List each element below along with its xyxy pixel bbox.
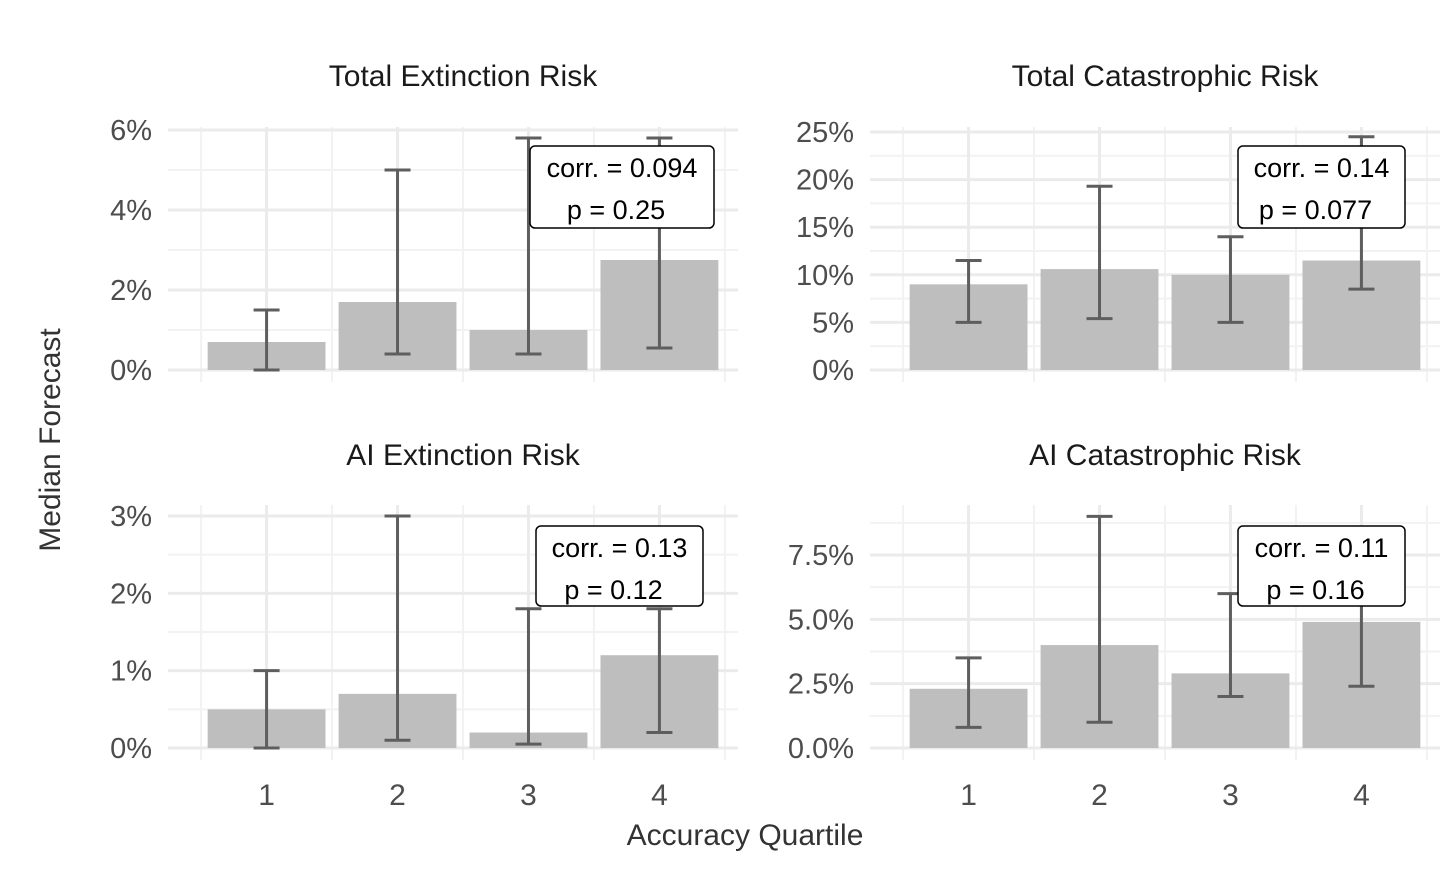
panel-title: AI Extinction Risk bbox=[346, 439, 580, 472]
annotation-box bbox=[1237, 525, 1406, 607]
annotation-p: p = 0.25 bbox=[567, 195, 665, 225]
correlation-annotation: corr. = 0.13 p = 0.12 bbox=[535, 525, 704, 607]
y-tick-label: 2.5% bbox=[788, 669, 854, 701]
x-tick-label: 3 bbox=[1222, 779, 1239, 812]
y-tick-label: 15% bbox=[796, 212, 854, 244]
error-bar-q1 bbox=[253, 669, 280, 750]
annotation-p: p = 0.12 bbox=[564, 575, 662, 605]
y-tick-label: 3% bbox=[110, 501, 152, 533]
error-bar-q2 bbox=[1086, 184, 1113, 321]
y-tick-label: 2% bbox=[110, 578, 152, 610]
error-bar-q4 bbox=[646, 607, 673, 735]
y-tick-label: 5% bbox=[812, 307, 854, 339]
x-tick-label: 2 bbox=[1091, 779, 1108, 812]
x-tick-label: 2 bbox=[389, 779, 406, 812]
x-tick-label: 1 bbox=[960, 779, 977, 812]
error-bar-q2 bbox=[384, 168, 411, 356]
panel-1: 0% 2% 4% 6% Total Extinction Risk corr. = 0.0… bbox=[110, 60, 738, 387]
correlation-annotation: corr. = 0.11 p = 0.16 bbox=[1237, 525, 1406, 607]
y-tick-label: 5.0% bbox=[788, 604, 854, 636]
error-bar-q3 bbox=[1217, 235, 1244, 324]
annotation-box bbox=[529, 145, 715, 229]
y-tick-label: 4% bbox=[110, 195, 152, 227]
y-tick-label: 0% bbox=[110, 733, 152, 765]
correlation-annotation: corr. = 0.094 p = 0.25 bbox=[529, 145, 715, 229]
error-bar-q2 bbox=[1086, 514, 1113, 724]
y-tick-label: 10% bbox=[796, 260, 854, 292]
panel-title: Total Extinction Risk bbox=[329, 60, 598, 93]
x-tick-label: 3 bbox=[520, 779, 537, 812]
y-tick-label: 0.0% bbox=[788, 733, 854, 765]
panel-4: 0.0% 2.5% 5.0% 7.5% 1 2 3 4 AI Catastrophic Risk… bbox=[788, 439, 1440, 812]
error-bar-q1 bbox=[955, 656, 982, 729]
annotation-corr: corr. = 0.13 bbox=[552, 533, 688, 563]
panel-title: AI Catastrophic Risk bbox=[1029, 439, 1302, 472]
y-tick-label: 20% bbox=[796, 165, 854, 197]
x-tick-label: 4 bbox=[1353, 779, 1370, 812]
error-bar-q1 bbox=[955, 259, 982, 324]
panel-2: 0% 5% 10% 15% 20% 25% Total Catastrophic Risk c… bbox=[796, 60, 1440, 387]
y-tick-label: 0% bbox=[812, 355, 854, 387]
y-tick-label: 2% bbox=[110, 275, 152, 307]
y-tick-label: 25% bbox=[796, 117, 854, 149]
annotation-box bbox=[535, 525, 704, 607]
y-axis-title: Median Forecast bbox=[34, 328, 67, 552]
error-bar-q1 bbox=[253, 308, 280, 372]
x-tick-label: 4 bbox=[651, 779, 668, 812]
error-bar-q3 bbox=[515, 136, 542, 356]
x-axis-title: Accuracy Quartile bbox=[627, 819, 864, 852]
y-tick-label: 6% bbox=[110, 115, 152, 147]
annotation-corr: corr. = 0.14 bbox=[1254, 153, 1390, 183]
error-bar-q3 bbox=[515, 607, 542, 746]
annotation-p: p = 0.16 bbox=[1266, 575, 1364, 605]
panel-title: Total Catastrophic Risk bbox=[1012, 60, 1320, 93]
annotation-box bbox=[1237, 145, 1406, 229]
y-tick-label: 0% bbox=[110, 355, 152, 387]
annotation-corr: corr. = 0.11 bbox=[1255, 533, 1389, 563]
x-tick-label: 1 bbox=[258, 779, 275, 812]
y-tick-label: 7.5% bbox=[788, 540, 854, 572]
annotation-corr: corr. = 0.094 bbox=[547, 153, 698, 183]
panel-3: 0% 1% 2% 3% 1 2 3 4 AI Extinction Risk corr. = 0.… bbox=[110, 439, 738, 812]
y-tick-label: 1% bbox=[110, 656, 152, 688]
correlation-annotation: corr. = 0.14 p = 0.077 bbox=[1237, 145, 1406, 229]
annotation-p: p = 0.077 bbox=[1259, 195, 1372, 225]
error-bar-q2 bbox=[384, 514, 411, 742]
